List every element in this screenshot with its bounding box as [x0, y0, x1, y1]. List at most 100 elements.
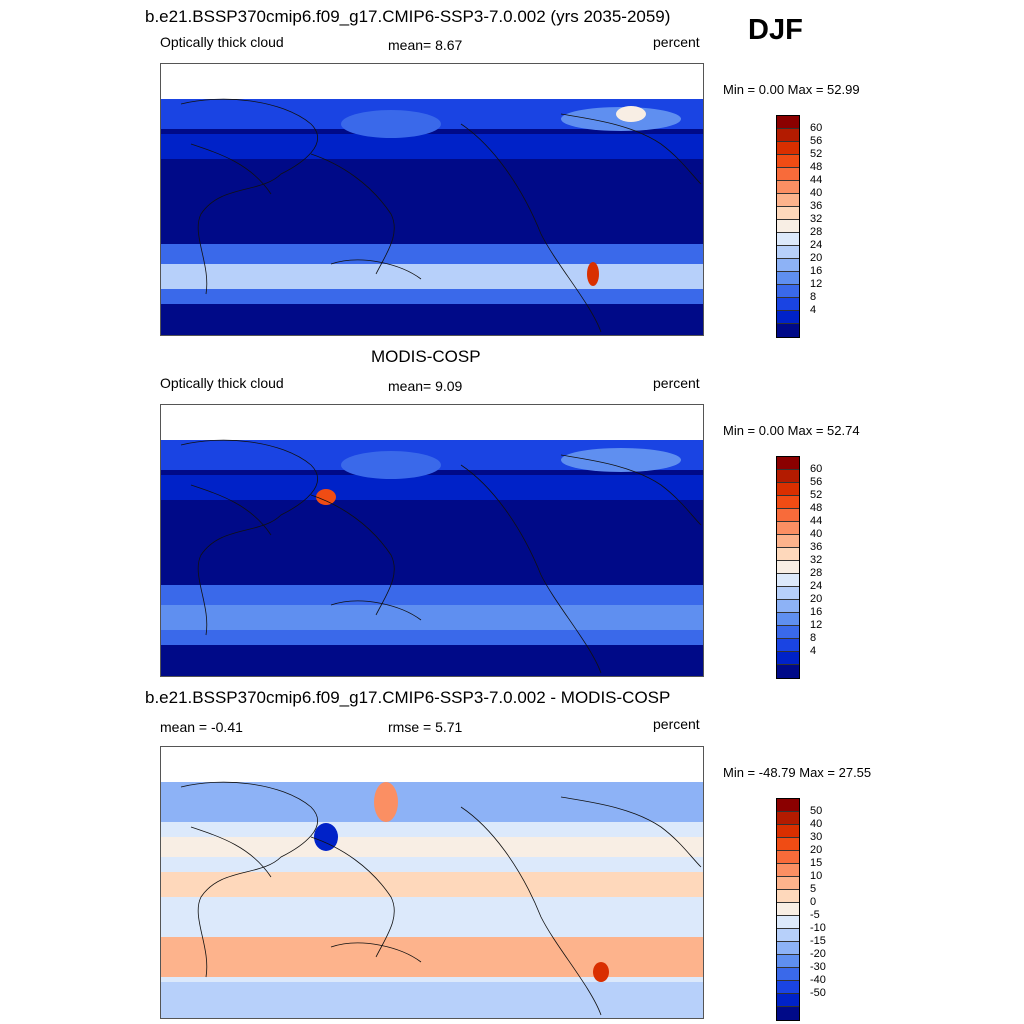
- panel1-mean-label: mean= 8.67: [388, 37, 463, 53]
- colorbar-tick-label: 32: [810, 554, 823, 566]
- panel2-mean-label: mean= 9.09: [388, 378, 463, 394]
- panel1-map: [160, 63, 704, 336]
- colorbar-tick-label: 56: [810, 135, 823, 147]
- colorbar-box: [777, 129, 799, 142]
- field-feature: [561, 448, 681, 472]
- field-band: [161, 907, 703, 927]
- coastline: [180, 98, 318, 295]
- colorbar-tick-label: 0: [810, 896, 817, 908]
- colorbar-tick-label: -30: [810, 961, 826, 973]
- field-band: [161, 782, 703, 822]
- colorbar-box: [777, 285, 799, 298]
- season-label: DJF: [748, 14, 803, 46]
- colorbar-tick-label: 8: [810, 291, 817, 303]
- colorbar-box: [777, 142, 799, 155]
- colorbar-tick-label: 4: [810, 304, 817, 316]
- colorbar-box: [777, 522, 799, 535]
- colorbar-tick-label: 50: [810, 805, 823, 817]
- colorbar-box: [777, 233, 799, 246]
- colorbar-tick-label: 36: [810, 541, 823, 553]
- field-band: [161, 937, 703, 977]
- panel1-units-label: percent: [653, 34, 700, 50]
- colorbar-box: [777, 259, 799, 272]
- colorbar-tick-label: 60: [810, 122, 823, 134]
- colorbar-box: [777, 220, 799, 233]
- colorbar-tick-label: 20: [810, 252, 823, 264]
- colorbar-tick-label: 8: [810, 632, 817, 644]
- colorbar-tick-label: 40: [810, 818, 823, 830]
- colorbar-tick-label: 44: [810, 174, 823, 186]
- positive-anomaly: [374, 782, 398, 822]
- missing-data: [161, 747, 703, 782]
- coastline: [330, 942, 422, 963]
- colorbar-tick-label: 40: [810, 528, 823, 540]
- colorbar-box: [777, 496, 799, 509]
- colorbar-box: [777, 311, 799, 324]
- colorbar-box: [777, 587, 799, 600]
- missing-data: [161, 405, 703, 440]
- panel3-minmax: Min = -48.79 Max = 27.55: [723, 765, 872, 780]
- colorbar-box: [777, 155, 799, 168]
- coastline: [190, 826, 272, 878]
- colorbar-tick-label: 4: [810, 645, 817, 657]
- panel3-title: b.e21.BSSP370cmip6.f09_g17.CMIP6-SSP3-7.…: [145, 688, 671, 707]
- peak: [316, 489, 336, 505]
- coastline: [190, 143, 272, 195]
- positive-anomaly: [593, 962, 609, 982]
- coastline: [560, 113, 702, 185]
- colorbar-box: [777, 548, 799, 561]
- coastline: [460, 464, 602, 674]
- colorbar-box: [777, 838, 799, 851]
- colorbar-box: [777, 942, 799, 955]
- coastline: [330, 600, 422, 621]
- field-band: [161, 264, 703, 289]
- colorbar-box: [777, 272, 799, 285]
- peak: [587, 262, 599, 286]
- colorbar-box: [777, 968, 799, 981]
- colorbar-tick-label: 24: [810, 239, 823, 251]
- colorbar-tick-label: 48: [810, 502, 823, 514]
- colorbar-box: [777, 457, 799, 470]
- field-feature: [616, 106, 646, 122]
- panel3-rmse-label: rmse = 5.71: [388, 719, 463, 735]
- colorbar-box: [777, 600, 799, 613]
- field-band: [161, 134, 703, 159]
- colorbar-box: [777, 613, 799, 626]
- colorbar-box: [777, 665, 799, 678]
- colorbar-box: [777, 864, 799, 877]
- panel2-colorbar: [776, 456, 800, 679]
- panel1-variable-label: Optically thick cloud: [160, 34, 284, 50]
- colorbar-box: [777, 509, 799, 522]
- colorbar-tick-label: -40: [810, 974, 826, 986]
- field-band: [161, 837, 703, 857]
- panel2-map-svg: [161, 405, 703, 676]
- colorbar-box: [777, 799, 799, 812]
- colorbar-box: [777, 626, 799, 639]
- colorbar-tick-label: 16: [810, 265, 823, 277]
- coastline: [310, 153, 395, 275]
- colorbar-box: [777, 194, 799, 207]
- colorbar-box: [777, 981, 799, 994]
- panel2-title: MODIS-COSP: [371, 347, 481, 366]
- colorbar-tick-label: 32: [810, 213, 823, 225]
- colorbar-tick-label: 5: [810, 883, 817, 895]
- colorbar-box: [777, 574, 799, 587]
- colorbar-tick-label: 28: [810, 567, 823, 579]
- colorbar-tick-label: 44: [810, 515, 823, 527]
- coastline: [180, 781, 318, 978]
- colorbar-tick-label: 20: [810, 593, 823, 605]
- colorbar-tick-label: 28: [810, 226, 823, 238]
- negative-anomaly: [314, 823, 338, 851]
- field-band: [161, 872, 703, 897]
- colorbar-tick-label: -10: [810, 922, 826, 934]
- colorbar-tick-label: 10: [810, 870, 823, 882]
- panel3-colorbar: [776, 798, 800, 1021]
- panel2-map: [160, 404, 704, 677]
- colorbar-tick-label: 52: [810, 489, 823, 501]
- colorbar-box: [777, 483, 799, 496]
- colorbar-box: [777, 470, 799, 483]
- colorbar-box: [777, 929, 799, 942]
- panel1-title: b.e21.BSSP370cmip6.f09_g17.CMIP6-SSP3-7.…: [145, 7, 671, 26]
- coastline: [460, 806, 602, 1016]
- colorbar-box: [777, 168, 799, 181]
